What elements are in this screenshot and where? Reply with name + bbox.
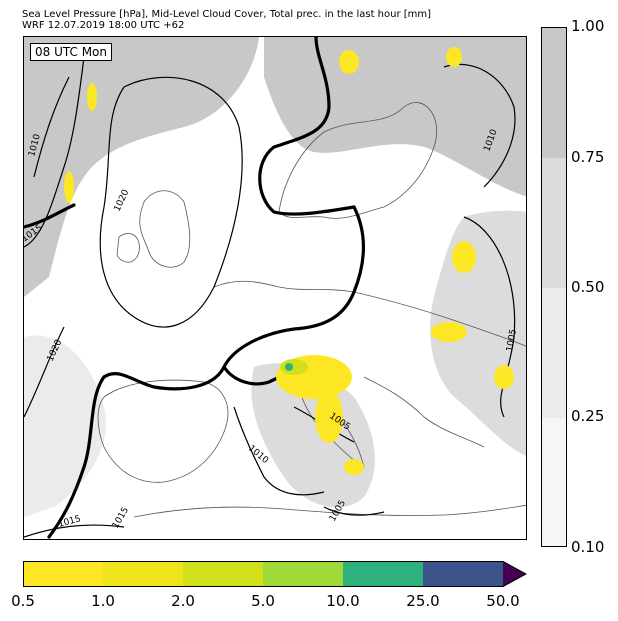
map-svg: 1010 1010 1015 1020 1020 1005 1005 1005 …: [24, 37, 526, 539]
precip-alps-core: [280, 359, 308, 375]
precip-east-1: [452, 241, 476, 273]
isobar-label: 1020: [113, 188, 132, 213]
precip-segment: [23, 561, 103, 587]
isobar-1010-south: [233, 406, 325, 496]
cloud-patch-east: [430, 210, 526, 457]
thick-isobar-layer: [24, 37, 365, 539]
weather-map[interactable]: 1010 1010 1015 1020 1020 1005 1005 1005 …: [23, 36, 527, 540]
cloud-segment-bottom: [542, 418, 566, 546]
isobar-1020-west: [99, 76, 243, 328]
chart-title: Sea Level Pressure [hPa], Mid-Level Clou…: [22, 9, 432, 20]
precip-south: [344, 459, 364, 475]
precip-colorbar-outline: [23, 561, 527, 587]
cloud-patch-atlantic: [24, 37, 259, 297]
precip-tick-label: 50.0: [486, 592, 520, 610]
precip-tick-label: 10.0: [326, 592, 360, 610]
thick-isobar-central: [102, 205, 365, 391]
precip-tick-label: 1.0: [91, 592, 115, 610]
precip-west-1: [87, 83, 97, 111]
precip-west-2: [64, 171, 74, 203]
isobar-layer: [24, 56, 516, 538]
isobar-1005-south: [323, 506, 385, 516]
cloud-segment-2: [542, 158, 566, 288]
cloud-cover-layer: [24, 37, 526, 517]
precip-segment: [103, 561, 183, 587]
coast-britain: [139, 190, 191, 268]
coast-ireland: [116, 233, 140, 263]
precip-east-3: [494, 365, 514, 389]
model-run-label: WRF 12.07.2019 18:00 UTC +62: [22, 20, 185, 31]
isobar-1010-west: [33, 76, 70, 178]
cloud-segment-3: [542, 288, 566, 418]
precip-tick-label: 0.5: [11, 592, 35, 610]
isobar-label: 1005: [505, 328, 519, 352]
cloud-segment-top: [542, 28, 566, 158]
precip-segment: [343, 561, 423, 587]
isobar-1010-north: [443, 63, 516, 188]
thick-isobar-iberia: [47, 375, 106, 539]
precip-east-2: [431, 322, 467, 342]
cloud-tick-label: 0.75: [571, 148, 605, 166]
coast-iberia: [97, 379, 229, 483]
cloud-patch-west: [24, 335, 106, 517]
precip-north-1: [339, 50, 359, 74]
precip-north-2: [446, 47, 462, 67]
cloud-tick-label: 0.25: [571, 407, 605, 425]
precip-tick-label: 2.0: [171, 592, 195, 610]
coast-scandinavia: [278, 102, 438, 219]
isobar-1005-east: [463, 216, 516, 418]
precip-extend-arrow: [503, 561, 526, 587]
cloud-tick-label: 0.10: [571, 538, 605, 556]
precip-tick-label: 25.0: [406, 592, 440, 610]
isobar-1015-south: [24, 524, 125, 538]
cloud-tick-label: 1.00: [571, 17, 605, 35]
thick-isobar-north: [258, 37, 356, 216]
isobar-1015-west: [24, 56, 85, 248]
thick-isobar-nw: [24, 203, 76, 229]
cloud-tick-label: 0.50: [571, 278, 605, 296]
precip-tick-label: 5.0: [251, 592, 275, 610]
cloud-cover-colorbar: [541, 27, 567, 547]
isobar-1020-sw: [24, 326, 65, 418]
cloud-patch-south: [251, 363, 375, 508]
isobar-label: 1015: [111, 506, 131, 531]
forecast-time-badge: 08 UTC Mon: [30, 43, 112, 61]
cloud-patch-north: [264, 37, 526, 197]
precip-italy: [315, 391, 343, 443]
precip-segment: [423, 561, 503, 587]
precip-layer: [64, 47, 514, 475]
coast-balkans: [363, 376, 485, 448]
precip-alps-peak: [285, 363, 293, 371]
precip-segment: [183, 561, 263, 587]
precip-colorbar: [23, 561, 527, 587]
precip-segment: [263, 561, 343, 587]
